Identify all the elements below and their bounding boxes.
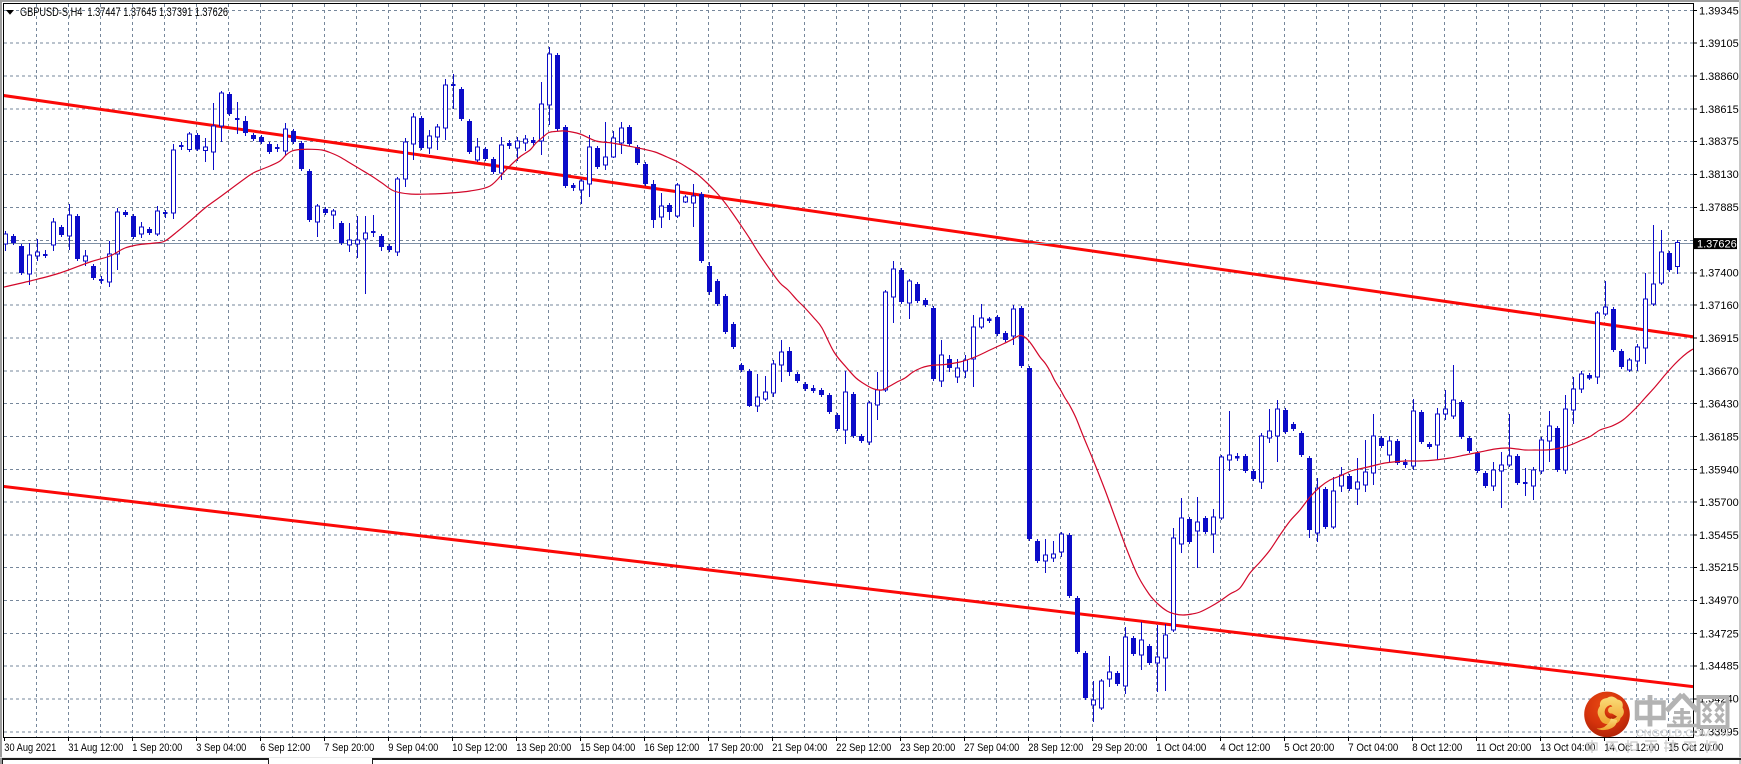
svg-text:1.37160: 1.37160 (1699, 300, 1739, 312)
svg-text:28 Sep 12:00: 28 Sep 12:00 (1028, 742, 1083, 754)
svg-text:21 Sep 04:00: 21 Sep 04:00 (772, 742, 827, 754)
svg-text:14 Oct 12:00: 14 Oct 12:00 (1604, 742, 1659, 754)
svg-text:1.37400: 1.37400 (1699, 268, 1739, 280)
svg-text:23 Sep 20:00: 23 Sep 20:00 (900, 742, 955, 754)
svg-text:1 Oct 04:00: 1 Oct 04:00 (1156, 742, 1206, 754)
svg-text:22 Sep 12:00: 22 Sep 12:00 (836, 742, 891, 754)
svg-text:1.38130: 1.38130 (1699, 169, 1739, 181)
svg-text:CNGOLD.COM.CN: CNGOLD.COM.CN (1636, 728, 1729, 740)
svg-text:1.34970: 1.34970 (1699, 595, 1739, 607)
svg-text:1.33995: 1.33995 (1699, 727, 1739, 739)
svg-text:1.34485: 1.34485 (1699, 661, 1739, 673)
svg-text:7 Sep 20:00: 7 Sep 20:00 (324, 742, 374, 754)
svg-text:1.35215: 1.35215 (1699, 562, 1739, 574)
svg-text:6 Sep 12:00: 6 Sep 12:00 (260, 742, 310, 754)
svg-text:1.36430: 1.36430 (1699, 398, 1739, 410)
svg-text:1.35940: 1.35940 (1699, 465, 1739, 477)
svg-text:8 Oct 12:00: 8 Oct 12:00 (1412, 742, 1462, 754)
svg-text:11 Oct 20:00: 11 Oct 20:00 (1476, 742, 1531, 754)
svg-text:1.34725: 1.34725 (1699, 628, 1739, 640)
svg-text:15 Oct 20:00: 15 Oct 20:00 (1668, 742, 1723, 754)
svg-text:1.38615: 1.38615 (1699, 104, 1739, 116)
svg-text:9 Sep 04:00: 9 Sep 04:00 (388, 742, 438, 754)
svg-text:4 Oct 12:00: 4 Oct 12:00 (1220, 742, 1270, 754)
svg-text:1.36670: 1.36670 (1699, 366, 1739, 378)
svg-text:15 Sep 04:00: 15 Sep 04:00 (580, 742, 635, 754)
svg-text:1.37626: 1.37626 (1697, 238, 1737, 250)
svg-text:17 Sep 20:00: 17 Sep 20:00 (708, 742, 763, 754)
svg-text:10 Sep 12:00: 10 Sep 12:00 (452, 742, 507, 754)
svg-text:1.37885: 1.37885 (1699, 202, 1739, 214)
svg-text:1.38375: 1.38375 (1699, 136, 1739, 148)
svg-text:1.36915: 1.36915 (1699, 333, 1739, 345)
svg-text:31 Aug 12:00: 31 Aug 12:00 (68, 742, 123, 754)
svg-text:GBPUSD-S,H4 1.37447 1.37645 1: GBPUSD-S,H4 1.37447 1.37645 1.37391 1.37… (20, 5, 228, 19)
svg-text:1 Sep 20:00: 1 Sep 20:00 (132, 742, 182, 754)
svg-text:16 Sep 12:00: 16 Sep 12:00 (644, 742, 699, 754)
svg-text:13 Sep 20:00: 13 Sep 20:00 (516, 742, 571, 754)
svg-text:1.35455: 1.35455 (1699, 530, 1739, 542)
svg-text:1.36185: 1.36185 (1699, 431, 1739, 443)
svg-text:1.39105: 1.39105 (1699, 38, 1739, 50)
svg-text:7 Oct 04:00: 7 Oct 04:00 (1348, 742, 1398, 754)
svg-text:5 Oct 20:00: 5 Oct 20:00 (1284, 742, 1334, 754)
svg-text:1.38860: 1.38860 (1699, 71, 1739, 83)
svg-text:3 Sep 04:00: 3 Sep 04:00 (196, 742, 246, 754)
svg-text:13 Oct 04:00: 13 Oct 04:00 (1540, 742, 1595, 754)
svg-text:1.39345: 1.39345 (1699, 5, 1739, 17)
svg-text:27 Sep 04:00: 27 Sep 04:00 (964, 742, 1019, 754)
svg-text:1.35700: 1.35700 (1699, 497, 1739, 509)
svg-text:29 Sep 20:00: 29 Sep 20:00 (1092, 742, 1147, 754)
svg-text:30 Aug 2021: 30 Aug 2021 (4, 742, 56, 754)
